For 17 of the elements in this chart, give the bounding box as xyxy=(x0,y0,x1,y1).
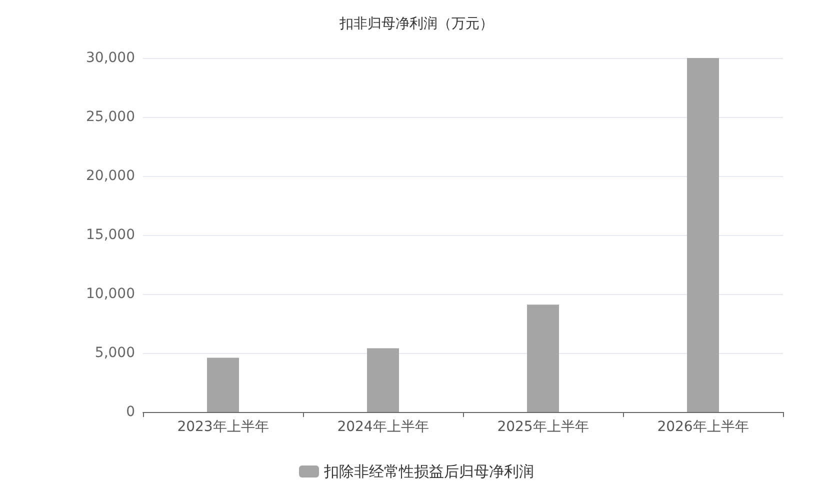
bar xyxy=(527,304,559,412)
bar xyxy=(367,348,399,412)
y-tick-label: 20,000 xyxy=(86,168,135,184)
y-tick-label: 25,000 xyxy=(86,109,135,125)
y-tick-label: 0 xyxy=(126,404,135,420)
chart-title: 扣非归母净利润（万元） xyxy=(338,16,494,32)
bar xyxy=(687,58,719,412)
x-tick-label: 2026年上半年 xyxy=(657,419,749,435)
bar xyxy=(207,358,239,412)
x-tick-label: 2025年上半年 xyxy=(497,419,589,435)
legend-label: 扣除非经常性损益后归母净利润 xyxy=(323,462,534,480)
x-tick-label: 2024年上半年 xyxy=(337,419,429,435)
y-tick-label: 10,000 xyxy=(86,286,135,302)
x-tick-label: 2023年上半年 xyxy=(177,419,269,435)
y-tick-label: 15,000 xyxy=(86,227,135,243)
y-tick-label: 5,000 xyxy=(94,345,135,361)
y-tick-label: 30,000 xyxy=(86,50,135,66)
